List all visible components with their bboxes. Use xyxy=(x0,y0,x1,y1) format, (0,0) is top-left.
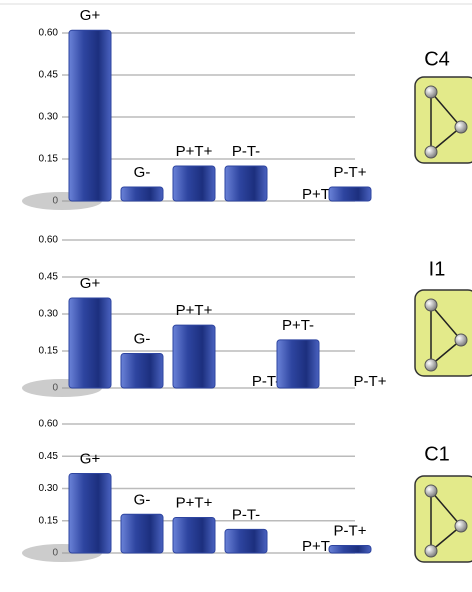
bar xyxy=(69,30,111,201)
bar-label: G+ xyxy=(80,450,101,467)
bar-label: P-T+ xyxy=(334,522,367,539)
bar-label: P+T+ xyxy=(176,494,213,511)
motif-node xyxy=(425,485,437,497)
bar-label: P-T- xyxy=(232,506,260,523)
bar xyxy=(173,518,215,553)
bar-label: P+T+ xyxy=(176,302,213,319)
bar xyxy=(121,353,163,388)
chart-title: C4 xyxy=(424,48,450,70)
motif-node xyxy=(425,299,437,311)
chart-title: C1 xyxy=(424,443,450,465)
bar xyxy=(277,340,319,388)
bar-label: G- xyxy=(134,491,151,508)
bar xyxy=(225,166,267,201)
y-tick-label: 0.30 xyxy=(39,309,59,320)
y-tick-label: 0.15 xyxy=(39,346,59,357)
motif-node xyxy=(455,520,467,532)
motif-node xyxy=(425,545,437,557)
y-tick-label: 0.60 xyxy=(39,28,59,39)
bar xyxy=(329,545,371,553)
bar-label: P+T+ xyxy=(176,143,213,160)
motif-icon xyxy=(415,290,472,376)
y-tick-label: 0.45 xyxy=(39,272,59,283)
bar xyxy=(69,298,111,388)
bar xyxy=(329,187,371,201)
bar-label: P-T- xyxy=(252,373,280,390)
y-tick-label: 0.30 xyxy=(39,483,59,494)
bar xyxy=(225,529,267,553)
motif-icon xyxy=(415,476,472,562)
bar-label: G- xyxy=(134,330,151,347)
figure: 00.150.300.450.60C4G+G-P+T+P-T-P+T-P-T+0… xyxy=(0,0,472,592)
motif-node xyxy=(425,146,437,158)
bar xyxy=(173,166,215,201)
y-tick-label: 0.15 xyxy=(39,515,59,526)
y-tick-label: 0.60 xyxy=(39,419,59,430)
bar-label: P-T+ xyxy=(354,373,387,390)
motif-icon xyxy=(415,77,472,163)
bar xyxy=(121,187,163,201)
bar xyxy=(69,473,111,553)
motif-node xyxy=(425,359,437,371)
bar-label: G+ xyxy=(80,275,101,292)
motif-node xyxy=(425,86,437,98)
bar-label: G- xyxy=(134,164,151,181)
bar xyxy=(121,514,163,553)
bar-label: G+ xyxy=(80,7,101,24)
y-tick-label: 0.45 xyxy=(39,451,59,462)
motif-node xyxy=(455,121,467,133)
bar-label: P-T- xyxy=(232,143,260,160)
bar-label: P-T+ xyxy=(334,164,367,181)
bar xyxy=(173,325,215,388)
y-tick-label: 0.60 xyxy=(39,235,59,246)
y-tick-label: 0.30 xyxy=(39,112,59,123)
page: 00.150.300.450.60C4G+G-P+T+P-T-P+T-P-T+0… xyxy=(0,0,472,592)
y-tick-label: 0.45 xyxy=(39,70,59,81)
chart-title: I1 xyxy=(429,258,446,280)
y-tick-label: 0.15 xyxy=(39,154,59,165)
bar-label: P+T- xyxy=(282,317,314,334)
motif-node xyxy=(455,334,467,346)
